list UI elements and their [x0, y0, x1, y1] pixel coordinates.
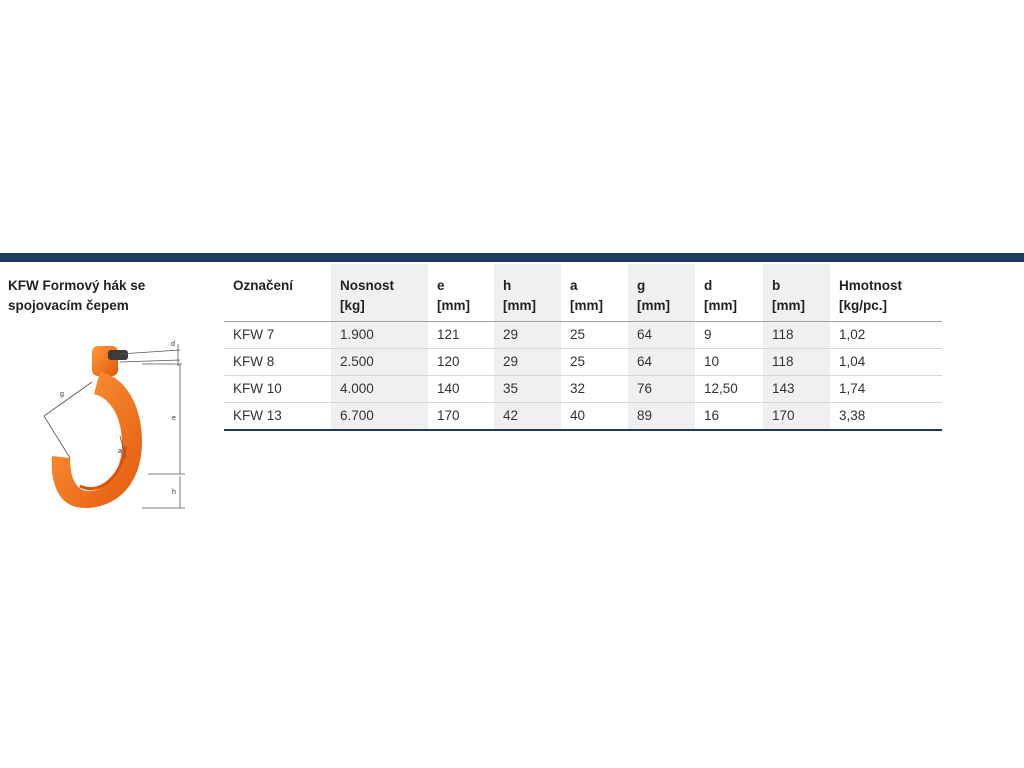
- header-g: g [mm]: [628, 264, 695, 322]
- cell-h: 29: [494, 321, 561, 349]
- header-h: h [mm]: [494, 264, 561, 322]
- cell-h: 35: [494, 375, 561, 403]
- dimension-label-d: d: [171, 341, 175, 348]
- cell-b: 118: [763, 321, 830, 349]
- header-d: d [mm]: [695, 264, 763, 322]
- cell-oznaceni: KFW 8: [224, 348, 331, 376]
- cell-hmotnost: 1,74: [830, 375, 942, 403]
- table-row: KFW 10 4.000 140 35 32 76 12,50 143 1,74: [224, 375, 942, 403]
- cell-a: 25: [561, 321, 628, 349]
- cell-nosnost: 4.000: [331, 375, 428, 403]
- cell-g: 89: [628, 402, 695, 431]
- header-a: a [mm]: [561, 264, 628, 322]
- hook-diagram: d e g a h: [43, 341, 185, 509]
- header-row: Označení Nosnost [kg] e [mm] h [mm] a [mm] g…: [224, 264, 942, 322]
- cell-d: 12,50: [695, 375, 763, 403]
- cell-h: 29: [494, 348, 561, 376]
- dimension-label-a: a: [118, 448, 122, 455]
- cell-a: 40: [561, 402, 628, 431]
- top-accent-bar: [0, 253, 1024, 262]
- cell-e: 121: [428, 321, 494, 349]
- cell-oznaceni: KFW 7: [224, 321, 331, 349]
- hook-body: [51, 372, 142, 508]
- product-title: KFW Formový hák se spojovacím čepem: [8, 278, 146, 313]
- header-e: e [mm]: [428, 264, 494, 322]
- header-nosnost: Nosnost [kg]: [331, 264, 428, 322]
- cell-e: 120: [428, 348, 494, 376]
- cell-oznaceni: KFW 13: [224, 402, 331, 431]
- cell-a: 25: [561, 348, 628, 376]
- dimension-label-g: g: [60, 391, 64, 398]
- cell-b: 143: [763, 375, 830, 403]
- cell-g: 64: [628, 348, 695, 376]
- cell-hmotnost: 3,38: [830, 402, 942, 431]
- cell-b: 170: [763, 402, 830, 431]
- cell-d: 10: [695, 348, 763, 376]
- cell-d: 9: [695, 321, 763, 349]
- hook-pin: [108, 350, 128, 360]
- hook-groove: [79, 445, 128, 491]
- dimension-label-e: e: [172, 415, 176, 422]
- cell-hmotnost: 1,04: [830, 348, 942, 376]
- cell-e: 140: [428, 375, 494, 403]
- cell-nosnost: 1.900: [331, 321, 428, 349]
- dimension-label-h: h: [172, 489, 176, 496]
- cell-hmotnost: 1,02: [830, 321, 942, 349]
- cell-g: 64: [628, 321, 695, 349]
- cell-oznaceni: KFW 10: [224, 375, 331, 403]
- cell-h: 42: [494, 402, 561, 431]
- cell-nosnost: 2.500: [331, 348, 428, 376]
- header-hmotnost: Hmotnost [kg/pc.]: [830, 264, 942, 322]
- header-oznaceni: Označení: [224, 264, 331, 322]
- cell-nosnost: 6.700: [331, 402, 428, 431]
- cell-d: 16: [695, 402, 763, 431]
- cell-b: 118: [763, 348, 830, 376]
- header-b: b [mm]: [763, 264, 830, 322]
- specs-table: Označení Nosnost [kg] e [mm] h [mm] a [mm] g…: [224, 264, 942, 431]
- cell-a: 32: [561, 375, 628, 403]
- cell-g: 76: [628, 375, 695, 403]
- table-row: KFW 8 2.500 120 29 25 64 10 118 1,04: [224, 348, 942, 376]
- table-row: KFW 7 1.900 121 29 25 64 9 118 1,02: [224, 321, 942, 349]
- table-row: KFW 13 6.700 170 42 40 89 16 170 3,38: [224, 402, 942, 431]
- cell-e: 170: [428, 402, 494, 431]
